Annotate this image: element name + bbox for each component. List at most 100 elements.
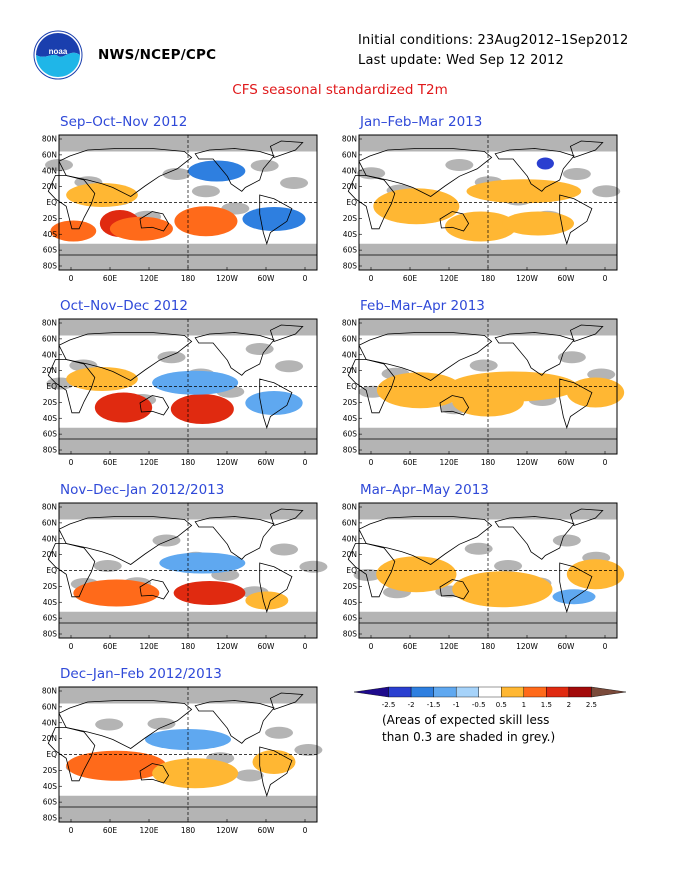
skill-mask [359,319,617,336]
lat-label: 40N [42,166,57,175]
anomaly-region [50,220,97,242]
coastline [358,332,493,381]
lat-label: 40N [42,350,57,359]
map-panel-title: Feb–Mar–Apr 2013 [360,298,485,314]
anomaly-region [466,179,582,204]
lon-label: 120W [516,274,538,283]
skill-mask [93,560,122,572]
coastline [269,324,304,343]
lat-label: 40N [42,534,57,543]
lon-label: 60E [103,642,118,651]
lat-label: 40N [342,350,357,359]
coastline [358,516,493,565]
legend-tick: 1.5 [541,701,552,709]
skill-mask [235,769,264,782]
lon-label: 0 [369,642,374,651]
map-panel-title: Jan–Feb–Mar 2013 [360,114,483,130]
anomaly-region [376,372,463,409]
anomaly-region [159,552,246,574]
coastline [139,395,170,416]
skill-mask [552,534,581,547]
map-panel-title: Oct–Nov–Dec 2012 [60,298,188,314]
coastline [439,211,470,232]
initial-conditions: Initial conditions: 23Aug2012–1Sep2012 [358,33,629,48]
skill-mask [294,744,323,756]
coastline [139,579,170,600]
lat-label: 60N [42,702,57,711]
lon-label: 0 [603,274,608,283]
lat-label: 40S [343,598,358,607]
lat-label: 20N [42,734,57,743]
lon-label: 120E [439,274,458,283]
legend-swatch [591,686,627,698]
skill-mask [557,351,586,364]
skill-mask [275,360,304,373]
lon-label: 60W [258,458,276,467]
coastline [569,140,604,159]
lat-label: 20N [42,366,57,375]
lon-label: 0 [369,274,374,283]
skill-mask [562,168,591,180]
map-panel: Mar–Apr–May 2013 80N 60N 40N 20N EQ 20S 40S 60S 8… [330,482,630,660]
coastline [259,562,293,614]
anomaly-region [174,206,238,237]
anomaly-region [73,579,160,607]
lat-label: 60S [343,614,358,623]
anomaly-region [536,157,554,170]
anomaly-region [566,559,625,590]
lon-label: 60W [258,642,276,651]
map-panel: Jan–Feb–Mar 2013 80N 60N 40N 20N EQ 20S 40S 60S 8… [330,114,630,292]
skill-mask [359,135,617,152]
anomaly-region [376,556,457,593]
coastline [559,194,593,246]
coastline [347,175,396,230]
legend-tick: -2 [408,701,415,709]
world-map: 80N 60N 40N 20N EQ 20S 40S 60S 80S 0 60E 120E 180 120… [42,686,323,835]
lat-label: 20S [43,398,58,407]
lon-label: 120W [216,274,238,283]
coastline [58,516,193,565]
lat-label: 80S [43,630,58,639]
lat-label: 60N [42,518,57,527]
lat-label: 60N [342,518,357,527]
world-map: 80N 60N 40N 20N EQ 20S 40S 60S 80S 0 60E 120E 180 120… [42,318,318,467]
anomaly-region [552,589,596,605]
lon-label: 60E [403,274,418,283]
lon-label: 180 [481,458,496,467]
world-map: 80N 60N 40N 20N EQ 20S 40S 60S 80S 0 60E 120E 180 120… [42,134,318,283]
lat-label: EQ [346,382,357,391]
anomaly-region [66,750,167,781]
skill-mask [152,534,181,547]
lon-label: 60E [103,826,118,835]
lat-label: 60S [43,430,58,439]
anomaly-region [252,750,296,774]
lon-label: 0 [303,826,308,835]
lon-label: 120E [139,274,158,283]
lat-label: 80N [42,687,57,696]
legend-swatch [523,686,547,698]
lon-label: 180 [481,274,496,283]
lat-label: 60S [343,246,358,255]
coastline [47,543,96,598]
lat-label: EQ [46,566,57,575]
map-panel-title: Sep–Oct–Nov 2012 [60,114,188,130]
coastline [58,332,193,381]
lon-label: 180 [481,642,496,651]
lat-label: 60N [342,334,357,343]
legend-note-line2: than 0.3 are shaded in grey.) [382,730,556,744]
skill-mask [445,159,474,171]
lat-label: 40N [342,166,357,175]
lat-label: 20N [342,550,357,559]
lon-label: 0 [303,274,308,283]
lat-label: 80N [42,503,57,512]
legend-tick: -1.5 [427,701,441,709]
skill-mask [265,726,294,739]
coastline [439,579,470,600]
world-map: 80N 60N 40N 20N EQ 20S 40S 60S 80S 0 60E 120E 180 120… [342,502,625,651]
lat-label: 20N [42,182,57,191]
lat-label: 40S [43,598,58,607]
lon-label: 0 [369,458,374,467]
anomaly-region [170,394,234,424]
lon-label: 120E [139,826,158,835]
skill-mask [299,560,328,573]
